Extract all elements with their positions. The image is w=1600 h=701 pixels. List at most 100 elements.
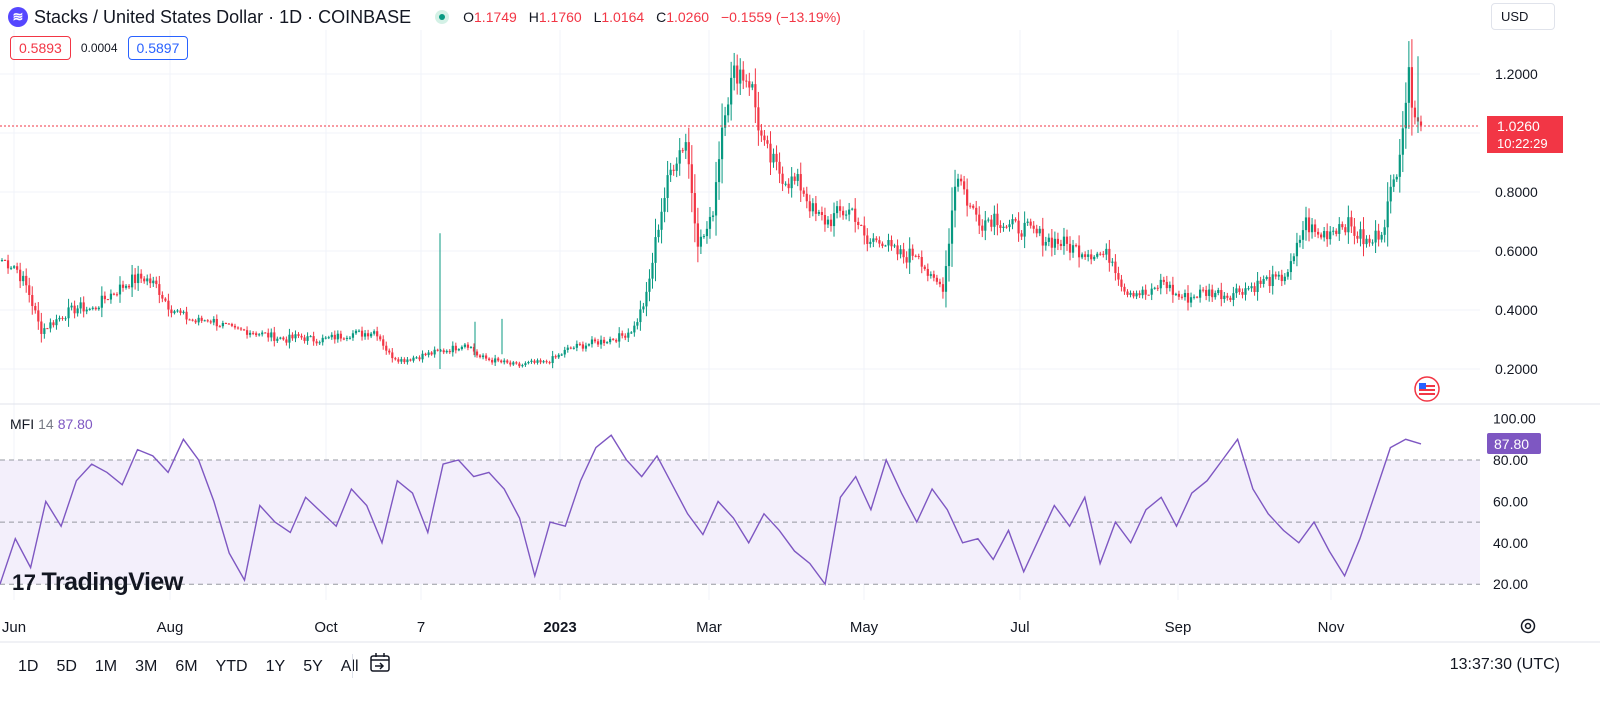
candle-body	[1289, 261, 1292, 273]
candle-body	[1084, 254, 1087, 257]
candle-body	[536, 360, 539, 363]
watermark-text: TradingView	[41, 568, 183, 596]
mfi-level-lines	[0, 459, 1480, 585]
candle-body	[596, 341, 600, 345]
candle-body	[1395, 176, 1398, 180]
candle-body	[615, 339, 618, 342]
candle-body	[581, 344, 585, 349]
candle-body	[91, 307, 94, 309]
candle-body	[669, 169, 672, 176]
price-axis-label: 1.2000	[1495, 66, 1538, 82]
timeframe-6m[interactable]: 6M	[175, 657, 198, 675]
candle-body	[451, 345, 454, 353]
candle-body	[1014, 219, 1017, 221]
candle-body	[16, 266, 19, 270]
candle-body	[593, 339, 597, 342]
candle-body	[1008, 224, 1011, 228]
candle-body	[1050, 237, 1053, 248]
candle-body	[28, 285, 31, 296]
candle-body	[88, 308, 91, 310]
last-price-tag-bg	[1487, 116, 1563, 153]
candle-body	[851, 208, 854, 210]
candle-body	[472, 346, 476, 352]
timeframe-1m[interactable]: 1M	[94, 657, 118, 675]
candle-body	[624, 335, 627, 338]
candle-body	[279, 337, 282, 339]
currency-selector[interactable]: USD	[1491, 3, 1555, 30]
date-range-icon[interactable]	[368, 651, 392, 675]
candle-body	[899, 249, 902, 255]
candle-body	[273, 332, 276, 341]
candle-body	[648, 278, 651, 292]
candle-body	[445, 350, 448, 353]
settings-icon[interactable]	[1518, 616, 1538, 636]
candle-body	[563, 349, 566, 355]
candle-body	[817, 212, 820, 214]
timeframe-5d[interactable]: 5D	[56, 657, 77, 675]
candle-body	[1017, 220, 1020, 234]
candle-body	[285, 339, 288, 343]
low-label: L	[593, 9, 602, 25]
timeframe-all[interactable]: All	[340, 657, 359, 675]
candle-body	[3, 259, 7, 261]
candle-body	[1141, 289, 1144, 296]
candle-body	[115, 294, 119, 296]
candle-body	[863, 225, 866, 236]
time-axis-label: Jul	[1010, 619, 1029, 636]
timeframe-1y[interactable]: 1Y	[265, 657, 286, 675]
candle-body	[152, 280, 155, 284]
candle-body	[1404, 102, 1407, 129]
candle-body	[1159, 279, 1162, 289]
timeframe-5y[interactable]: 5Y	[303, 657, 323, 675]
candle-body	[530, 360, 533, 362]
candle-body	[751, 84, 754, 88]
candle-body	[799, 174, 802, 191]
candle-body	[134, 274, 137, 284]
candle-body	[657, 229, 660, 238]
candle-body	[963, 181, 966, 190]
candle-body	[130, 274, 134, 288]
candle-body	[1047, 237, 1050, 242]
buy-price-button[interactable]: 0.5897	[127, 36, 189, 60]
utc-clock[interactable]: 13:37:30 (UTC)	[1449, 656, 1560, 673]
candle-body	[427, 352, 430, 356]
candle-body	[376, 331, 379, 337]
candle-body	[242, 329, 246, 331]
candle-body	[215, 318, 218, 327]
market-status-icon[interactable]	[435, 10, 450, 24]
candle-body	[1114, 261, 1117, 274]
candle-body	[1398, 154, 1401, 177]
symbol-title[interactable]: Stacks / United States Dollar · 1D · COI…	[34, 6, 412, 27]
mfi-legend[interactable]: MFI 14 87.80	[10, 416, 93, 432]
candle-body	[1192, 296, 1196, 298]
candle-body	[969, 205, 972, 207]
candle-body	[854, 208, 857, 222]
candle-body	[666, 175, 669, 198]
timeframe-1d[interactable]: 1D	[18, 657, 39, 675]
candle-body	[981, 225, 984, 231]
candle-body	[1056, 238, 1060, 244]
candle-body	[599, 339, 603, 345]
candle-body	[245, 330, 249, 335]
candle-body	[959, 178, 963, 182]
candle-body	[1307, 217, 1311, 233]
candle-body	[890, 239, 893, 247]
candle-body	[448, 350, 451, 353]
candle-body	[941, 284, 945, 292]
tradingview-watermark[interactable]: 17 TradingView	[12, 568, 183, 597]
candle-body	[875, 238, 878, 241]
us-flag-icon[interactable]	[1414, 376, 1440, 402]
candle-body	[515, 362, 518, 364]
timeframe-3m[interactable]: 3M	[135, 657, 158, 675]
candle-body	[197, 317, 200, 323]
candle-body	[1153, 287, 1156, 289]
candle-body	[1359, 229, 1362, 239]
candle-body	[13, 266, 16, 268]
candle-body	[1274, 274, 1277, 277]
timeframe-ytd[interactable]: YTD	[215, 657, 248, 675]
candle-body	[203, 320, 206, 322]
candle-body	[221, 323, 224, 327]
candle-body	[1244, 288, 1247, 295]
sell-price-button[interactable]: 0.5893	[10, 36, 71, 60]
